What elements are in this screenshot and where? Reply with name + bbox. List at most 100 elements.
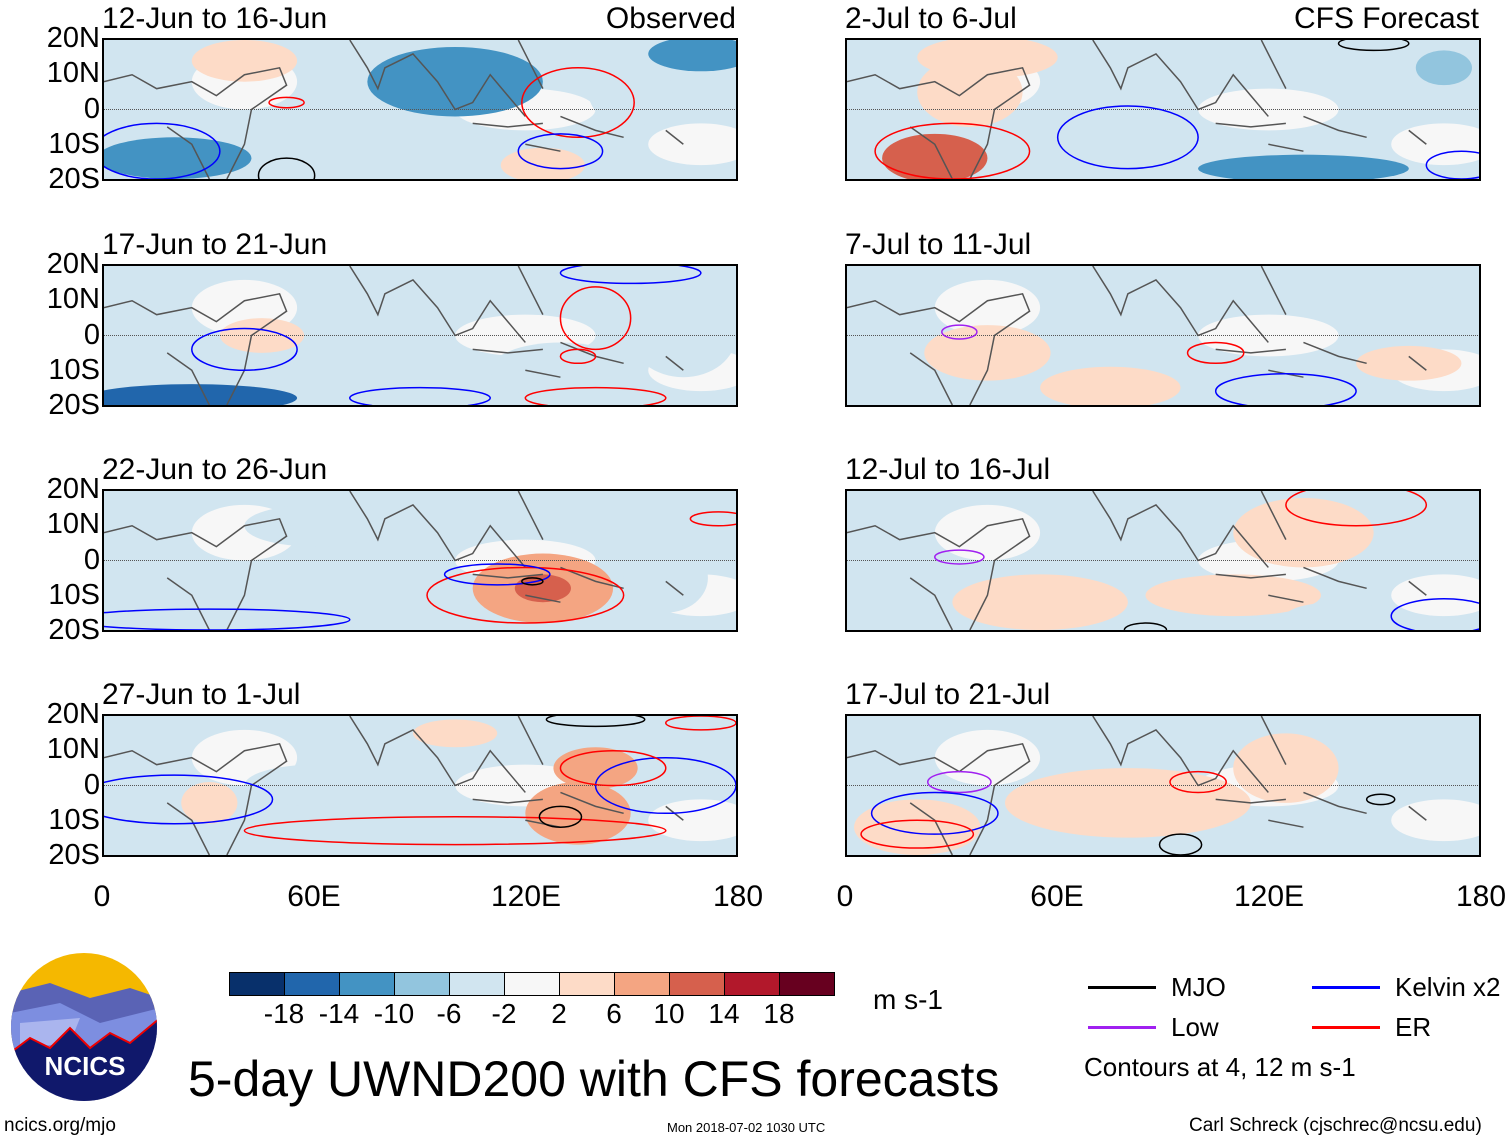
colorbar-label: 2 — [551, 998, 567, 1029]
colorbar-label: 14 — [708, 998, 740, 1029]
colorbar-swatch — [285, 973, 340, 995]
map-panel — [102, 714, 738, 857]
lat-tick-label: 20S — [48, 614, 100, 646]
contour-note: Contours at 4, 12 m s-1 — [1084, 1052, 1356, 1082]
lat-tick-label: 10S — [48, 128, 100, 160]
anomaly-region — [917, 40, 1058, 79]
anomaly-region — [952, 574, 1128, 630]
lon-tick-label: 120E — [1233, 880, 1305, 913]
lat-tick-label: 10S — [48, 579, 100, 611]
anomaly-region — [104, 137, 252, 179]
anomaly-region — [412, 719, 498, 748]
er-contour — [522, 68, 634, 138]
lat-tick-label: 20N — [46, 473, 100, 505]
colorbar-swatch — [340, 973, 395, 995]
er-contour — [1286, 489, 1426, 526]
lat-tick-label: 20N — [46, 248, 100, 280]
neutral-region — [1198, 314, 1339, 357]
lon-tick-label: 60E — [287, 880, 341, 913]
colorbar-label: -6 — [436, 998, 462, 1029]
legend-line-er — [1312, 1026, 1380, 1029]
kelvin-contour — [518, 134, 602, 169]
er-contour — [427, 567, 624, 623]
footer-timestamp: Mon 2018-07-02 1030 UTC — [667, 1120, 826, 1135]
coastline — [104, 40, 683, 179]
figure-title: 5-day UWND200 with CFS forecasts — [188, 1051, 1000, 1107]
anomaly-region — [623, 543, 708, 613]
colorbar-swatch — [395, 973, 450, 995]
anomaly-region — [525, 782, 631, 845]
anomaly-region — [882, 133, 988, 179]
kelvin-contour — [596, 758, 736, 814]
er-contour — [875, 123, 1029, 179]
mjo-contour — [1124, 623, 1166, 632]
anomaly-region — [290, 99, 375, 155]
colorbar-label: 6 — [606, 998, 622, 1029]
er-contour — [244, 817, 665, 845]
lon-tick-label: 120E — [490, 880, 562, 913]
lat-tick-label: 20S — [48, 389, 100, 421]
lon-tick-label: 0 — [93, 880, 111, 913]
legend-label: Kelvin x2 — [1395, 972, 1501, 1002]
map-panel — [845, 489, 1481, 632]
lat-tick-label: 10N — [46, 733, 100, 765]
colorbar-label: -18 — [263, 998, 305, 1029]
legend-line-mjo — [1088, 986, 1156, 989]
kelvin-contour — [872, 792, 998, 834]
units-label: m s-1 — [873, 984, 943, 1015]
colorbar — [229, 972, 835, 996]
er-contour — [560, 349, 595, 363]
low-contour — [942, 325, 977, 339]
mjo-contour — [1367, 794, 1395, 804]
map-panel — [102, 38, 738, 181]
colorbar-swatch — [615, 973, 670, 995]
kelvin-contour — [445, 564, 550, 585]
coastline — [104, 716, 683, 855]
kelvin-contour — [560, 264, 700, 283]
anomaly-region — [1415, 50, 1472, 86]
colorbar-swatch — [450, 973, 505, 995]
neutral-region — [934, 504, 1041, 561]
er-contour — [560, 751, 665, 786]
er-contour — [1188, 342, 1244, 363]
anomaly-region — [181, 782, 238, 824]
colorbar-label: 10 — [653, 998, 685, 1029]
map-panel — [845, 38, 1481, 181]
neutral-region — [1198, 88, 1339, 131]
map-panel — [845, 264, 1481, 407]
er-contour — [666, 716, 736, 730]
colorbar-swatch — [560, 973, 615, 995]
coastline — [847, 40, 1426, 179]
lat-tick-label: 10S — [48, 804, 100, 836]
footer-url[interactable]: ncics.org/mjo — [4, 1115, 116, 1136]
kelvin-contour — [102, 775, 273, 824]
panel-title: 17-Jul to 21-Jul — [845, 678, 1051, 711]
anomaly-region — [500, 147, 586, 179]
lat-tick-label: 10S — [48, 354, 100, 386]
mjo-contour — [522, 578, 543, 585]
kelvin-contour — [102, 123, 220, 179]
colorbar-swatch — [725, 973, 780, 995]
anomaly-region — [139, 595, 280, 630]
logo-text: NCICS — [45, 1051, 126, 1081]
anomaly-region — [1233, 816, 1304, 852]
lon-tick-label: 180 — [712, 880, 764, 913]
footer-author: Carl Schreck (cjschrec@ncsu.edu) — [1189, 1115, 1482, 1136]
anomaly-region — [244, 504, 385, 547]
anomaly-region — [630, 293, 736, 378]
kelvin-contour — [192, 329, 297, 371]
anomaly-region — [1198, 154, 1409, 179]
panel-title: 27-Jun to 1-Jul — [102, 678, 301, 711]
panel-corner-label: Observed — [605, 2, 736, 35]
legend-line-low — [1088, 1026, 1156, 1029]
panel-title: 12-Jun to 16-Jun — [102, 2, 328, 35]
lat-tick-label: 20S — [48, 839, 100, 871]
panel-title: 22-Jun to 26-Jun — [102, 453, 328, 486]
lat-tick-label: 20N — [46, 698, 100, 730]
legend-label: Low — [1171, 1012, 1219, 1042]
colorbar-label: 18 — [763, 998, 795, 1029]
colorbar-swatch — [230, 973, 285, 995]
er-contour — [525, 388, 665, 407]
anomaly-region — [1233, 497, 1374, 568]
anomaly-region — [1145, 574, 1321, 617]
